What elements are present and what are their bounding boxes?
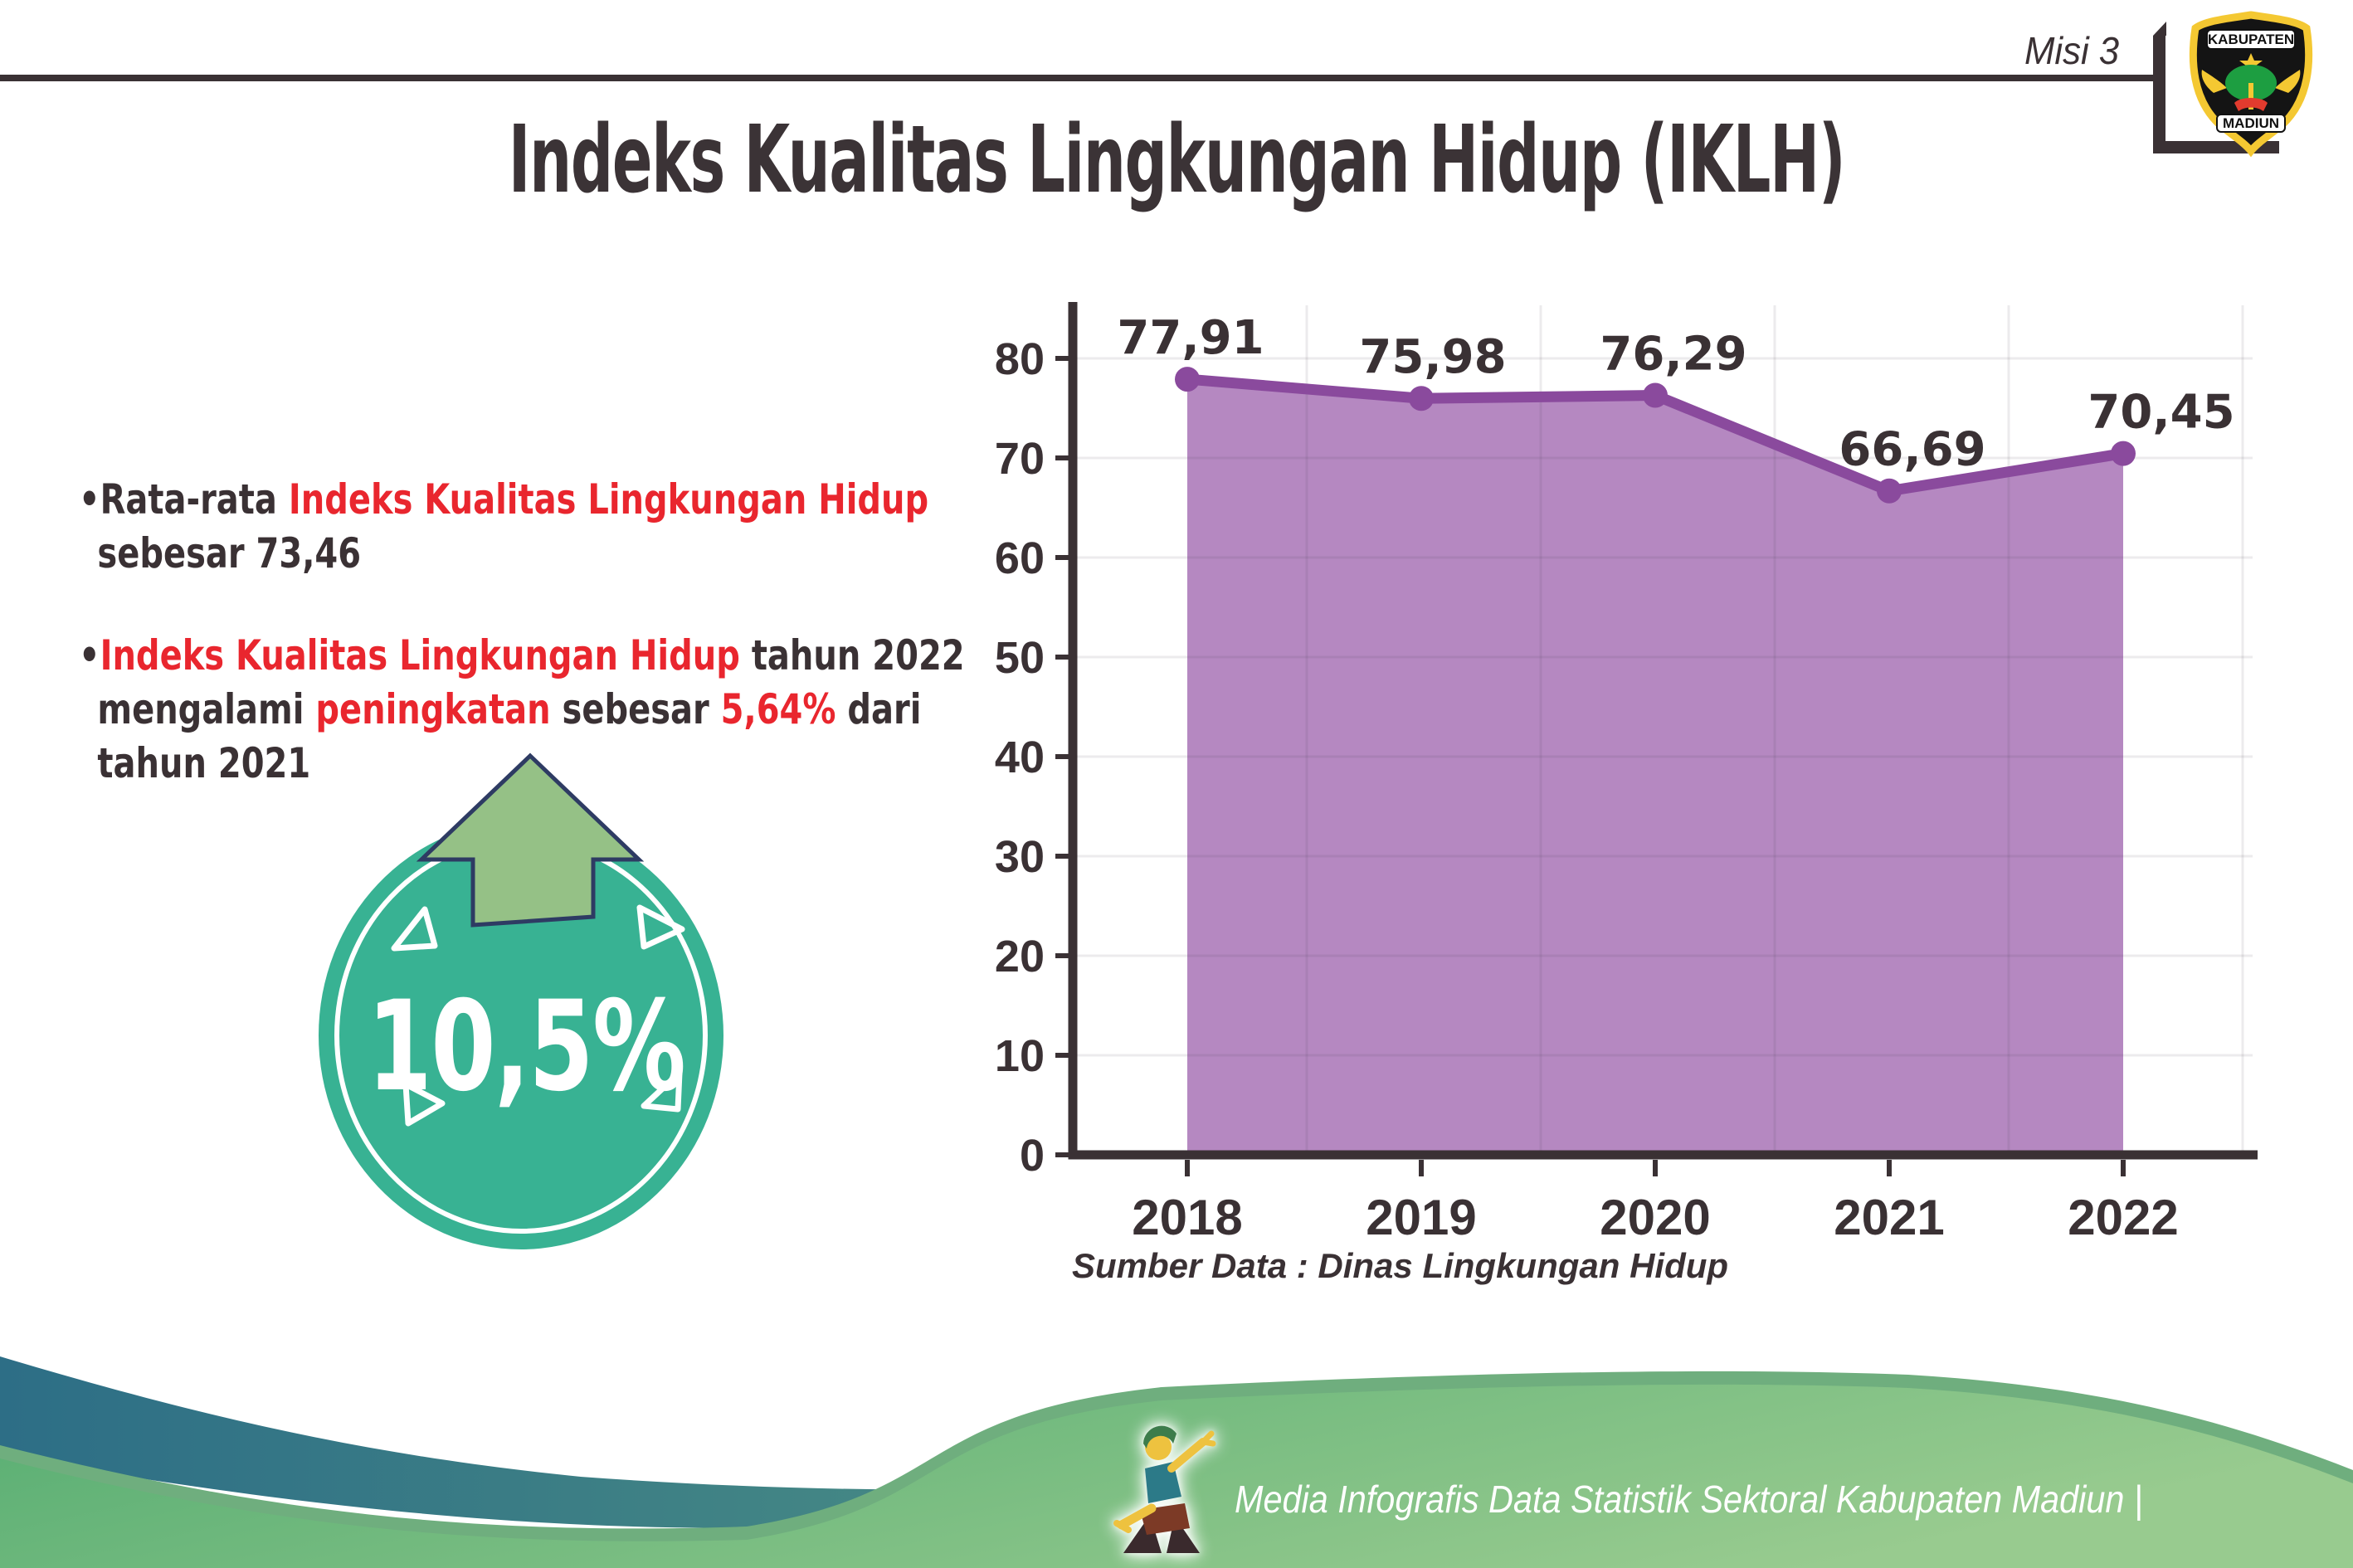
bullet-dot-icon: • (79, 631, 100, 679)
data-value-label: 77,91 (1117, 311, 1264, 365)
y-axis-label: 30 (995, 832, 1045, 882)
bullet-text-segment: 5,64% (720, 685, 836, 733)
bullet-item: •Rata-rata Indeks Kualitas Lingkungan Hi… (79, 473, 1074, 581)
data-value-label: 76,29 (1600, 328, 1746, 382)
badge-value: 10,5% (367, 975, 686, 1119)
data-point-marker (2111, 441, 2136, 466)
y-axis-label: 50 (995, 633, 1045, 683)
chart-source-caption: Sumber Data : Dinas Lingkungan Hidup (1072, 1246, 1729, 1285)
data-point-marker (1643, 382, 1668, 408)
x-axis-label: 2019 (1366, 1190, 1476, 1245)
bullet-line: sebesar 73,46 (79, 527, 1074, 581)
page-title: Indeks Kualitas Lingkungan Hidup (IKLH) (508, 106, 1846, 214)
x-axis-label: 2022 (2068, 1190, 2178, 1245)
bullet-text-segment: dari (835, 685, 922, 733)
shield-emblem-icon: KABUPATEN MADIUN (2189, 11, 2313, 158)
dancer-mascot-icon (1113, 1425, 1216, 1553)
bullet-text-segment: Rata-rata (100, 475, 289, 523)
y-axis-label: 10 (995, 1031, 1045, 1081)
footer-caption: Media Infografis Data Statistik Sektoral… (1235, 1478, 2143, 1521)
data-value-label: 66,69 (1839, 423, 1985, 477)
bullet-line: tahun 2021 (79, 737, 1074, 791)
bullet-text-segment: sebesar (550, 685, 721, 733)
bullet-text-segment: tahun 2021 (97, 739, 311, 787)
data-point-marker (1175, 367, 1200, 392)
teal-wave (0, 1356, 2033, 1528)
bullet-item: •Indeks Kualitas Lingkungan Hidup tahun … (79, 629, 1074, 791)
bullet-dot-icon: • (79, 475, 100, 523)
y-axis-label: 20 (995, 932, 1045, 981)
sparkle-triangle-icon (402, 1081, 446, 1127)
y-axis-label: 80 (995, 334, 1045, 384)
increase-badge (319, 752, 723, 1249)
bullet-text-segment: peningkatan (315, 685, 551, 733)
x-axis-label: 2021 (1834, 1190, 1944, 1245)
sparkle-triangle-icon (636, 904, 685, 950)
misi-label: Misi 3 (2024, 29, 2120, 72)
x-axis-label: 2020 (1600, 1190, 1710, 1245)
y-axis-label: 0 (1020, 1131, 1045, 1181)
up-arrow-icon (416, 752, 645, 928)
sparkle-triangle-icon (641, 1069, 683, 1113)
badge-circle (319, 821, 723, 1249)
bullet-line: •Indeks Kualitas Lingkungan Hidup tahun … (79, 629, 1074, 683)
data-point-marker (1877, 478, 1902, 504)
chart-area-fill (1187, 379, 2123, 1155)
data-point-marker (1409, 386, 1434, 411)
sparkle-triangle-icon (391, 906, 438, 952)
logo-bottom-banner-text: MADIUN (2223, 115, 2279, 131)
data-value-label: 75,98 (1359, 330, 1506, 384)
y-axis-label: 60 (995, 533, 1045, 583)
bullet-line: •Rata-rata Indeks Kualitas Lingkungan Hi… (79, 473, 1074, 527)
frame-notch (2153, 22, 2166, 36)
y-axis-label: 70 (995, 434, 1045, 484)
kabupaten-madiun-logo: KABUPATEN MADIUN (2153, 11, 2313, 158)
bullet-line: mengalami peningkatan sebesar 5,64% dari (79, 683, 1074, 737)
logo-top-banner-text: KABUPATEN (2208, 32, 2294, 47)
x-axis-label: 2018 (1132, 1190, 1242, 1245)
bullet-text-segment: mengalami (97, 685, 316, 733)
bullet-text-segment: sebesar 73,46 (97, 529, 362, 577)
frame-vertical-bar (2153, 36, 2165, 153)
bullet-text-segment: Indeks Kualitas Lingkungan Hidup (288, 475, 929, 523)
y-axis-label: 40 (995, 733, 1045, 782)
bullet-text-segment: Indeks Kualitas Lingkungan Hidup (100, 631, 740, 679)
data-value-label: 70,45 (2087, 386, 2234, 440)
bullet-text-segment: tahun 2022 (739, 631, 965, 679)
header-rule (0, 75, 2155, 81)
iklh-chart-svg: 0 10 20 30 40 50 60 70 80 2018 2019 2020 2021 2022 77,… (995, 302, 2258, 1245)
